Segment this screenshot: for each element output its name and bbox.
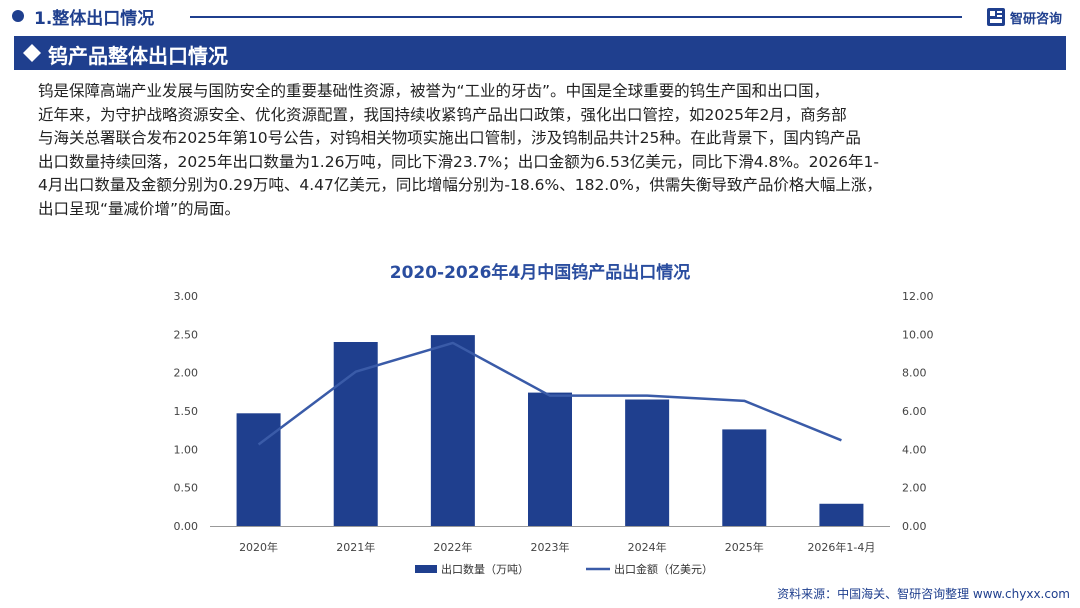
top-bar: 1.整体出口情况 智研咨询: [0, 0, 1080, 34]
legend-swatch-quantity: [415, 565, 437, 573]
left-y-tick-label: 0.00: [174, 520, 199, 533]
left-y-tick-label: 3.00: [174, 290, 199, 303]
bar-export-quantity: [722, 429, 767, 526]
x-tick-label: 2023年: [531, 540, 570, 554]
description-paragraph: 钨是保障高端产业发展与国防安全的重要基础性资源，被誉为“工业的牙齿”。中国是全球…: [38, 80, 1058, 221]
right-y-tick-label: 10.00: [902, 328, 934, 341]
left-y-tick-label: 1.00: [174, 443, 199, 456]
right-y-tick-label: 12.00: [902, 290, 934, 303]
bar-export-quantity: [528, 392, 572, 526]
line-export-value: [257, 341, 842, 446]
left-y-tick-label: 2.50: [174, 328, 199, 341]
brand-logo-text: 智研咨询: [1010, 12, 1063, 27]
x-tick-label: 2021年: [336, 540, 375, 554]
bar-export-quantity: [819, 503, 864, 526]
right-y-tick-label: 6.00: [902, 405, 927, 418]
title-banner: 钨产品整体出口情况: [14, 36, 1066, 70]
bar-export-quantity: [430, 335, 475, 526]
header-divider: [190, 16, 962, 18]
section-bullet-icon: [12, 10, 24, 22]
x-tick-label: 2026年1-4月: [807, 540, 875, 554]
legend-label-quantity: 出口数量（万吨）: [441, 562, 529, 576]
x-tick-label: 2022年: [433, 540, 472, 554]
bar-export-quantity: [625, 399, 670, 526]
brand-logo-icon: [987, 8, 1005, 26]
right-y-tick-label: 0.00: [902, 520, 927, 533]
left-y-tick-label: 0.50: [174, 482, 199, 495]
bar-export-quantity: [236, 413, 281, 526]
x-tick-label: 2024年: [628, 540, 667, 554]
paragraph-line: 出口数量持续回落，2025年出口数量为1.26万吨，同比下滑23.7%；出口金额…: [38, 152, 879, 171]
paragraph-line: 与海关总署联合发布2025年第10号公告，对钨相关物项实施出口管制，涉及钨制品共…: [38, 129, 861, 147]
x-tick-label: 2020年: [239, 540, 278, 554]
left-y-tick-label: 2.00: [174, 367, 199, 380]
right-y-tick-label: 4.00: [902, 443, 927, 456]
x-tick-label: 2025年: [725, 540, 764, 554]
banner-title: 钨产品整体出口情况: [48, 44, 228, 68]
paragraph-line: 出口呈现“量减价增”的局面。: [38, 199, 241, 218]
right-y-tick-label: 8.00: [902, 367, 927, 380]
legend-label-value: 出口金额（亿美元）: [614, 562, 713, 576]
paragraph-line: 钨是保障高端产业发展与国防安全的重要基础性资源，被誉为“工业的牙齿”。中国是全球…: [38, 82, 830, 100]
diamond-bullet-icon: [23, 44, 41, 62]
source-note: 资料来源：中国海关、智研咨询整理 www.chyxx.com: [777, 587, 1070, 601]
paragraph-line: 4月出口数量及金额分别为0.29万吨、4.47亿美元，同比增幅分别为-18.6%…: [38, 176, 882, 194]
brand-logo: 智研咨询: [986, 6, 1078, 28]
paragraph-line: 近年来，为守护战略资源安全、优化资源配置，我国持续收紧钨产品出口政策，强化出口管…: [38, 105, 847, 124]
bar-export-quantity: [333, 342, 378, 526]
right-y-tick-label: 2.00: [902, 482, 927, 495]
section-title: 1.整体出口情况: [34, 9, 155, 29]
left-y-tick-label: 1.50: [174, 405, 199, 418]
chart-title: 2020-2026年4月中国钨产品出口情况: [389, 263, 691, 283]
